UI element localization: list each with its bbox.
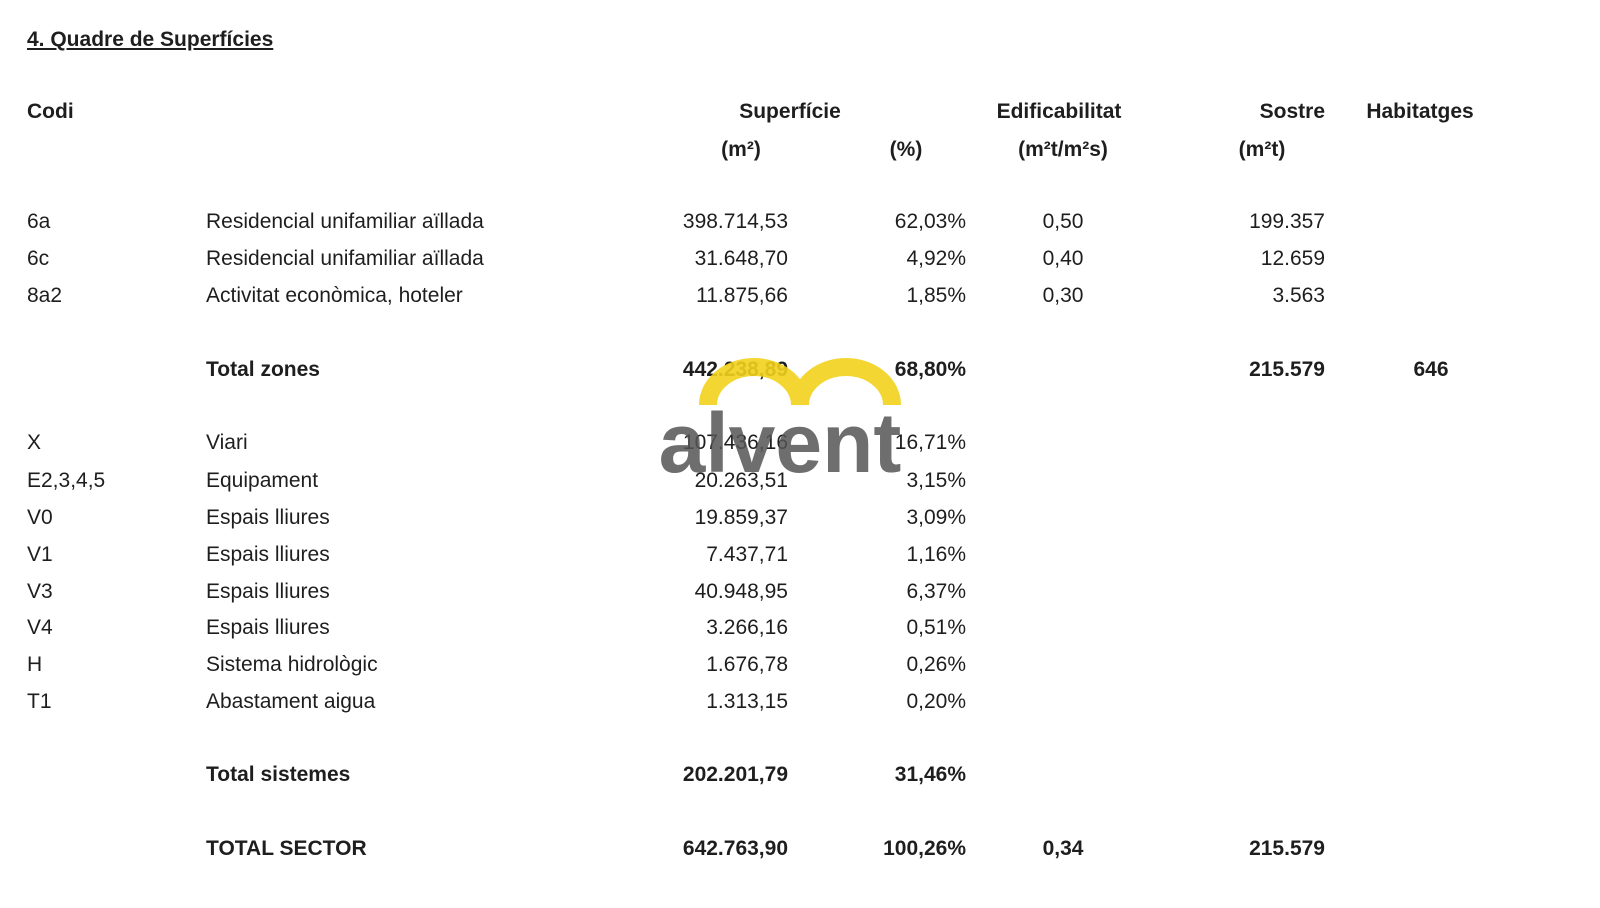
cell-description: Residencial unifamiliar aïllada — [206, 247, 484, 270]
cell-edif: 0,34 — [1042, 837, 1084, 860]
cell-code: X — [27, 431, 42, 454]
header-sostre: Sostre — [1259, 100, 1325, 123]
cell-edif: 0,40 — [1042, 247, 1084, 270]
header-area-unit: (m²) — [721, 138, 761, 161]
cell-description: Espais lliures — [206, 506, 330, 529]
cell-area: 31.648,70 — [694, 247, 788, 270]
cell-area: 642.763,90 — [682, 837, 788, 860]
section-title: 4. Quadre de Superfícies — [27, 28, 274, 51]
header-edif-unit: (m²t/m²s) — [1018, 138, 1108, 161]
cell-code: E2,3,4,5 — [27, 469, 106, 492]
cell-description: Activitat econòmica, hoteler — [206, 284, 463, 307]
cell-pct: 68,80% — [894, 358, 966, 381]
cell-area: 11.875,66 — [696, 284, 788, 307]
header-sostre-unit: (m²t) — [1238, 138, 1286, 161]
cell-description: Espais lliures — [206, 543, 330, 566]
cell-description: Total sistemes — [206, 763, 351, 786]
cell-code: V3 — [27, 580, 53, 603]
header-pct-unit: (%) — [889, 138, 923, 161]
cell-area: 398.714,53 — [682, 210, 788, 233]
cell-description: Abastament aigua — [206, 690, 376, 713]
header-edif: Edificabilitat — [996, 100, 1122, 123]
cell-pct: 1,85% — [906, 284, 966, 307]
header-code: Codi — [27, 100, 74, 123]
cell-code: 8a2 — [27, 284, 63, 307]
cell-area: 7.437,71 — [706, 543, 788, 566]
cell-description: Total zones — [206, 358, 320, 381]
cell-description: Viari — [206, 431, 248, 454]
cell-pct: 1,16% — [906, 543, 966, 566]
cell-area: 442.238,89 — [682, 358, 788, 381]
cell-description: Residencial unifamiliar aïllada — [206, 210, 484, 233]
cell-pct: 3,09% — [906, 506, 966, 529]
cell-pct: 3,15% — [906, 469, 966, 492]
cell-pct: 0,20% — [906, 690, 966, 713]
cell-edif: 0,30 — [1042, 284, 1084, 307]
cell-pct: 62,03% — [894, 210, 966, 233]
cell-pct: 100,26% — [883, 837, 966, 860]
cell-area: 107.436,16 — [682, 431, 788, 454]
cell-area: 19.859,37 — [694, 506, 788, 529]
cell-area: 3.266,16 — [706, 616, 788, 639]
cell-sostre: 199.357 — [1249, 210, 1325, 233]
cell-area: 1.676,78 — [706, 653, 788, 676]
cell-edif: 0,50 — [1042, 210, 1084, 233]
cell-area: 20.263,51 — [694, 469, 788, 492]
cell-sostre: 12.659 — [1260, 247, 1325, 270]
cell-pct: 16,71% — [894, 431, 966, 454]
cell-pct: 0,26% — [906, 653, 966, 676]
cell-area: 202.201,79 — [682, 763, 788, 786]
cell-code: V0 — [27, 506, 53, 529]
cell-code: V1 — [27, 543, 53, 566]
cell-pct: 31,46% — [894, 763, 966, 786]
cell-description: Espais lliures — [206, 616, 330, 639]
cell-habitatges: 646 — [1413, 358, 1449, 381]
cell-sostre: 3.563 — [1272, 284, 1325, 307]
cell-code: 6a — [27, 210, 51, 233]
cell-pct: 4,92% — [906, 247, 966, 270]
cell-description: Espais lliures — [206, 580, 330, 603]
header-area: Superfície — [739, 100, 841, 123]
cell-description: Equipament — [206, 469, 319, 492]
cell-area: 40.948,95 — [694, 580, 788, 603]
cell-code: T1 — [27, 690, 52, 713]
cell-code: H — [27, 653, 43, 676]
cell-code: V4 — [27, 616, 53, 639]
cell-code: 6c — [27, 247, 50, 270]
cell-description: Sistema hidrològic — [206, 653, 378, 676]
cell-area: 1.313,15 — [706, 690, 788, 713]
cell-pct: 6,37% — [906, 580, 966, 603]
cell-description: TOTAL SECTOR — [206, 837, 367, 860]
header-habitatges: Habitatges — [1366, 100, 1474, 123]
cell-sostre: 215.579 — [1249, 358, 1325, 381]
cell-sostre: 215.579 — [1249, 837, 1325, 860]
cell-pct: 0,51% — [906, 616, 966, 639]
